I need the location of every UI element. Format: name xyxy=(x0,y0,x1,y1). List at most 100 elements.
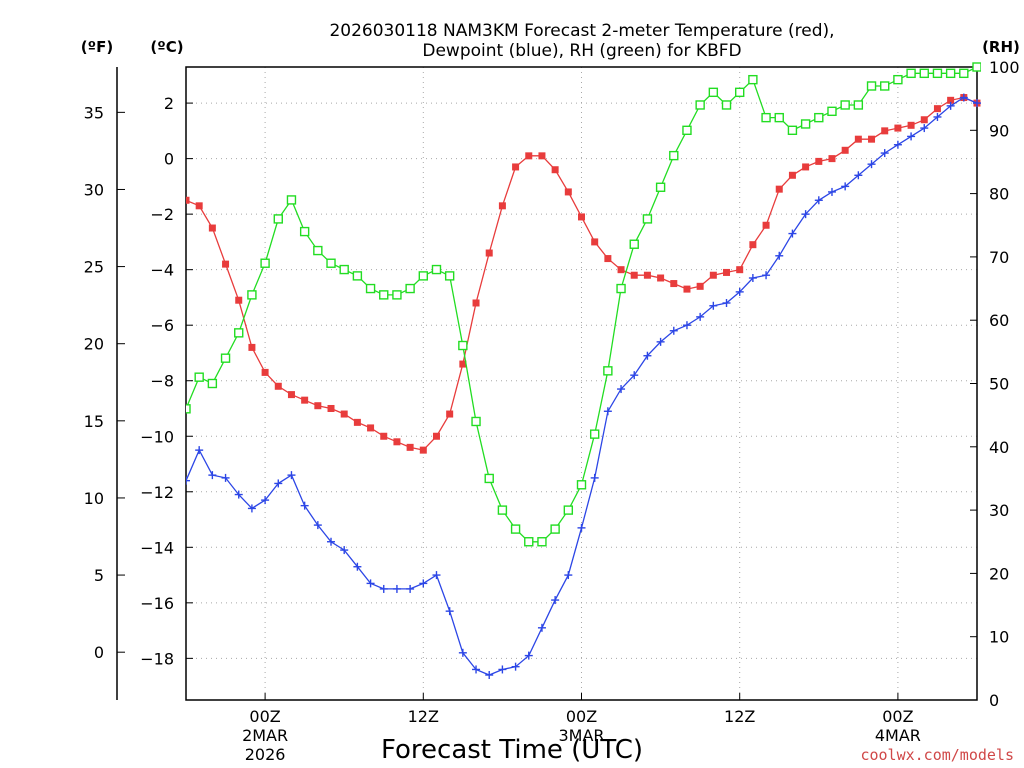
rh-point xyxy=(972,62,981,72)
data-series xyxy=(186,62,981,680)
fahrenheit-tick-label: 30 xyxy=(84,180,104,199)
2-meter-temperature-point xyxy=(195,202,203,210)
rh-point xyxy=(735,87,745,98)
dewpoint-point xyxy=(696,312,705,321)
2-meter-temperature-point xyxy=(406,443,414,451)
dewpoint-point xyxy=(762,271,771,280)
rh-point xyxy=(603,366,613,376)
rh-point xyxy=(352,271,363,281)
2-meter-temperature-point xyxy=(736,266,744,274)
rh-tick-label: 30 xyxy=(989,501,1009,520)
2-meter-temperature-series xyxy=(186,94,981,454)
rh-point xyxy=(194,372,204,382)
dewpoint-point xyxy=(247,504,256,513)
celsius-tick-label: −6 xyxy=(150,316,174,335)
rh-point xyxy=(708,87,719,98)
2-meter-temperature-point xyxy=(920,116,928,124)
rh-tick-label: 0 xyxy=(989,691,999,710)
celsius-tick-label: −12 xyxy=(140,483,174,502)
2-meter-temperature-point xyxy=(762,221,770,229)
rh-point xyxy=(550,524,560,534)
2-meter-temperature-point xyxy=(854,135,862,143)
2-meter-temperature-point xyxy=(301,396,309,404)
dewpoint-point xyxy=(933,112,942,121)
rh-point xyxy=(853,100,864,110)
2-meter-temperature-point xyxy=(802,163,810,171)
2-meter-temperature-point xyxy=(947,96,955,104)
fahrenheit-tick-label: 0 xyxy=(94,643,104,662)
dewpoint-point xyxy=(643,351,652,360)
dewpoint-point xyxy=(313,521,322,530)
2-meter-temperature-point xyxy=(380,432,388,440)
rh-point xyxy=(655,182,666,192)
rh-point xyxy=(669,150,679,161)
rh-point xyxy=(510,524,521,534)
dewpoint-point xyxy=(748,274,757,282)
2-meter-temperature-point xyxy=(907,121,915,129)
rh-tick-label: 50 xyxy=(989,375,1009,394)
axes xyxy=(116,66,978,701)
dewpoint-point xyxy=(946,101,955,110)
dewpoint-point xyxy=(551,596,560,605)
dewpoint-point xyxy=(327,537,336,546)
x-tick-label: 12Z xyxy=(724,707,755,726)
dewpoint-point xyxy=(208,471,217,480)
dewpoint-point xyxy=(854,171,863,180)
rh-point xyxy=(589,429,600,439)
x-axis-label: Forecast Time (UTC) xyxy=(381,735,643,765)
rh-point xyxy=(313,245,323,256)
dewpoint-point xyxy=(603,407,612,416)
rh-tick-label: 80 xyxy=(989,185,1009,204)
rh-point xyxy=(497,505,508,515)
rh-point xyxy=(392,290,402,300)
rh-series xyxy=(186,62,981,547)
dewpoint-point xyxy=(959,93,968,102)
rh-point xyxy=(721,100,732,110)
dewpoint-point xyxy=(186,476,190,485)
2-meter-temperature-point xyxy=(314,402,322,410)
rh-point xyxy=(405,283,415,294)
dewpoint-point xyxy=(669,326,678,335)
rh-point xyxy=(273,214,283,224)
rh-point xyxy=(234,328,244,338)
2-meter-temperature-point xyxy=(459,360,467,368)
2-meter-temperature-point xyxy=(578,213,585,221)
2-meter-temperature-point xyxy=(709,271,717,279)
2-meter-temperature-point xyxy=(670,280,678,288)
dewpoint-point xyxy=(485,671,494,680)
2-meter-temperature-point xyxy=(617,266,625,274)
rh-point xyxy=(444,271,455,281)
celsius-tick-label: 2 xyxy=(164,94,174,113)
chart-title-line-2: Dewpoint (blue), RH (green) for KBFD xyxy=(422,41,741,61)
rh-point xyxy=(431,264,442,275)
fahrenheit-tick-label: 25 xyxy=(84,258,104,277)
credit-label: coolwx.com/models xyxy=(860,746,1014,764)
rh-unit-label: (RH) xyxy=(982,38,1020,56)
2-meter-temperature-point xyxy=(604,255,612,263)
rh-point xyxy=(642,214,653,224)
tick-labels: 05101520253035−18−16−14−12−10−8−6−4−2020… xyxy=(84,58,1020,764)
x-tick-label: 00Z xyxy=(249,707,280,726)
rh-point xyxy=(286,195,297,205)
dewpoint-point xyxy=(814,196,823,205)
fahrenheit-tick-label: 5 xyxy=(94,566,104,585)
dewpoint-point xyxy=(907,132,916,141)
dewpoint-point xyxy=(920,124,929,133)
dewpoint-point xyxy=(656,337,665,346)
rh-point xyxy=(365,283,376,294)
dewpoint-point xyxy=(472,665,481,674)
rh-point xyxy=(339,264,349,275)
dewpoint-point xyxy=(274,479,283,488)
2-meter-temperature-point xyxy=(208,224,216,232)
rh-tick-label: 40 xyxy=(989,438,1009,457)
2-meter-temperature-point xyxy=(538,152,546,160)
dewpoint-point xyxy=(537,623,546,632)
2-meter-temperature-point xyxy=(419,446,427,454)
dewpoint-point xyxy=(392,584,401,593)
fahrenheit-tick-label: 20 xyxy=(84,335,104,354)
2-meter-temperature-point xyxy=(775,185,783,193)
x-tick-label: 00Z xyxy=(882,707,913,726)
2-meter-temperature-point xyxy=(657,274,665,282)
dewpoint-point xyxy=(340,546,349,555)
